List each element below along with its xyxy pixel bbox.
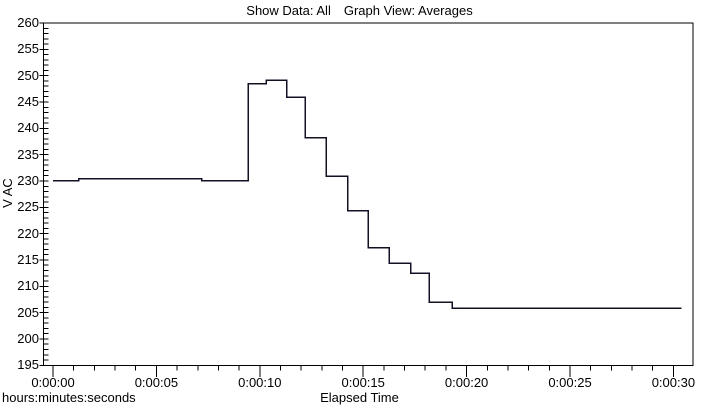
chart-header: Show Data: All Graph View: Averages — [0, 3, 719, 18]
x-tick-label: 0:00:25 — [548, 375, 592, 390]
x-tick-label: 0:00:00 — [31, 375, 75, 390]
show-data-setting-label: Show Data: All — [246, 3, 331, 18]
y-tick-label: 230 — [17, 172, 39, 188]
y-tick-label: 240 — [17, 120, 39, 136]
x-axis-format-note: hours:minutes:seconds — [2, 390, 136, 405]
y-tick-label: 225 — [17, 199, 39, 215]
y-tick-label: 200 — [17, 330, 39, 346]
y-tick-label: 220 — [17, 225, 39, 241]
y-axis-title: V AC — [0, 178, 15, 208]
y-tick-label: 215 — [17, 251, 39, 267]
y-tick-label: 210 — [17, 278, 39, 294]
plot-frame — [43, 22, 694, 366]
graph-view-setting-label: Graph View: Averages — [343, 3, 473, 18]
y-tick-label: 260 — [17, 15, 39, 30]
y-tick-label: 245 — [17, 93, 39, 109]
x-tick-label: 0:00:05 — [134, 375, 179, 390]
x-tick-label: 0:00:20 — [444, 375, 489, 390]
y-tick-label: 235 — [17, 146, 39, 162]
y-tick-label: 195 — [17, 357, 39, 373]
vac-averages-step-line — [53, 79, 682, 310]
x-tick-label: 0:00:30 — [651, 375, 696, 390]
x-tick-label: 0:00:15 — [341, 375, 385, 390]
y-tick-label: 250 — [17, 67, 39, 83]
y-tick-label: 255 — [17, 41, 39, 57]
y-tick-label: 205 — [17, 304, 39, 320]
x-axis-title: Elapsed Time — [320, 390, 399, 405]
x-tick-label: 0:00:10 — [238, 375, 282, 390]
